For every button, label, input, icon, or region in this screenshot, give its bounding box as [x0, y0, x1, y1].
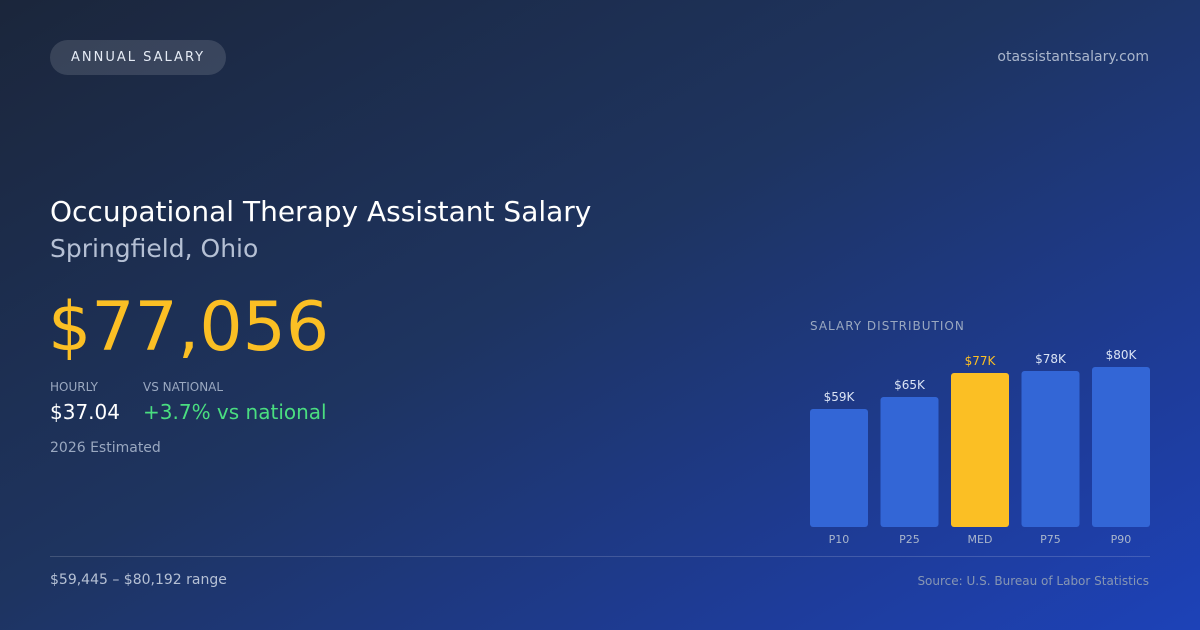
x-tick-label: P25 — [899, 533, 920, 546]
bar — [1021, 371, 1080, 527]
divider — [50, 556, 1150, 557]
bar — [880, 397, 939, 527]
note: 2026 Estimated — [50, 440, 161, 456]
value-label: $65K — [894, 378, 926, 392]
value-label: $80K — [1106, 348, 1138, 362]
salary: $77,056 — [48, 288, 330, 367]
stat-label: HOURLY — [50, 380, 99, 394]
x-tick-label: P75 — [1040, 533, 1061, 546]
stat-label: VS NATIONAL — [143, 380, 224, 394]
bar — [1092, 367, 1150, 527]
x-tick-label: P90 — [1111, 533, 1132, 546]
range: $59,445 – $80,192 range — [50, 572, 227, 588]
bar — [951, 373, 1009, 527]
bar — [810, 409, 868, 527]
stat-value: +3.7% vs national — [143, 400, 327, 424]
x-tick-label: P10 — [829, 533, 850, 546]
source: Source: U.S. Bureau of Labor Statistics — [917, 574, 1149, 588]
x-tick-label: MED — [968, 533, 993, 546]
value-label: $77K — [965, 354, 997, 368]
value-label: $78K — [1035, 352, 1067, 366]
subtitle: Springfield, Ohio — [50, 234, 259, 263]
value-label: $59K — [824, 390, 856, 404]
title: Occupational Therapy Assistant Salary — [50, 195, 592, 228]
stat-value: $37.04 — [50, 400, 120, 424]
badge: ANNUAL SALARY — [50, 40, 227, 75]
chart-title: SALARY DISTRIBUTION — [810, 319, 965, 333]
site: otassistantsalary.com — [997, 49, 1149, 65]
